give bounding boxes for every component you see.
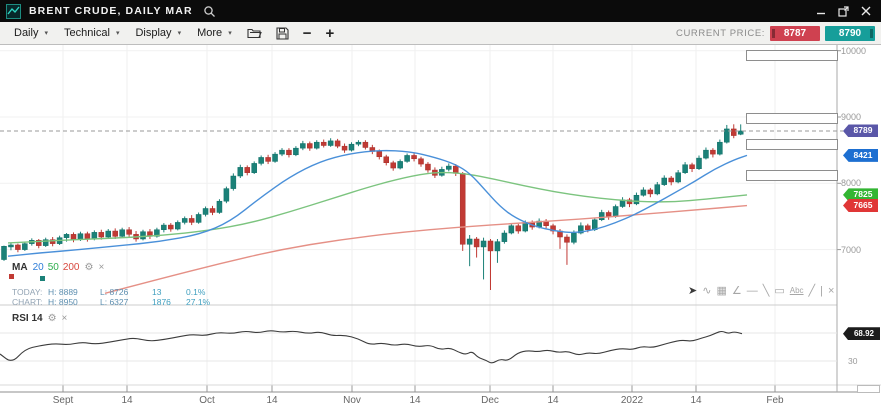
- text-tool-icon[interactable]: Abc: [789, 286, 804, 295]
- menu-daily[interactable]: Daily ▾: [14, 27, 49, 39]
- time-axis-label-14: 14: [266, 395, 278, 406]
- stats-change: 13: [152, 287, 162, 297]
- window-controls: [816, 5, 875, 17]
- chart-canvas: [0, 45, 881, 393]
- time-axis-label-feb: Feb: [766, 395, 784, 406]
- stats-label: TODAY:: [12, 287, 43, 297]
- price-badge-7825: 7825: [843, 188, 878, 202]
- time-axis-label-sept: Sept: [52, 395, 74, 406]
- ma-legend-title: MA: [12, 262, 28, 273]
- price-badge-7665: 7665: [843, 199, 878, 212]
- price-axis-label-9000: 9000: [841, 112, 862, 122]
- pointer-tool-icon[interactable]: ➤: [688, 285, 698, 297]
- rsi-value-badge: 68.92: [843, 327, 880, 341]
- empty-annotation-box-1: [746, 50, 838, 61]
- rsi-remove-icon[interactable]: ×: [61, 313, 68, 324]
- time-axis-label-2022: 2022: [620, 395, 644, 406]
- stats-change-pct: 0.1%: [186, 287, 206, 297]
- titlebar: BRENT CRUDE, DAILY MAR: [0, 0, 881, 22]
- time-axis-label-14: 14: [409, 395, 421, 406]
- axis-corner-box: [857, 385, 880, 393]
- popout-button[interactable]: [838, 5, 849, 17]
- ma-period-200: 200: [62, 262, 80, 273]
- menu-display[interactable]: Display ▾: [135, 27, 182, 39]
- time-axis-label-14: 14: [547, 395, 559, 406]
- ask-price-badge[interactable]: 8790: [825, 25, 875, 41]
- time-axis-label-14: 14: [121, 395, 133, 406]
- price-axis-label-8000: 8000: [841, 178, 862, 189]
- diagonal-line-tool-icon[interactable]: ╱: [808, 285, 816, 297]
- empty-annotation-box-4: [746, 170, 838, 181]
- price-axis-label-10000: 10000: [841, 45, 867, 56]
- save-icon[interactable]: [276, 26, 289, 40]
- grid-tool-icon[interactable]: ▦: [716, 285, 727, 297]
- drawing-toolbar: ➤ ∿ ▦ ∠ — ╲ ▭ Abc ╱ | ×: [688, 284, 834, 298]
- ma-indicator-legend: MA 20 50 200 ⚙ ×: [12, 262, 104, 273]
- window-title: BRENT CRUDE, DAILY MAR: [29, 5, 193, 17]
- zoom-out-button[interactable]: −: [302, 24, 312, 42]
- ma-settings-gear-icon[interactable]: ⚙: [84, 262, 94, 273]
- minimize-button[interactable]: [816, 6, 826, 16]
- current-price-label: CURRENT PRICE:: [676, 27, 765, 39]
- rsi-axis-label-30: 30: [848, 356, 858, 366]
- chevron-down-icon: ▾: [228, 30, 232, 37]
- chevron-down-icon: ▾: [177, 30, 182, 37]
- rectangle-tool-icon[interactable]: ▭: [774, 285, 785, 297]
- close-tool-icon[interactable]: ×: [828, 285, 835, 297]
- price-badge-8421: 8421: [843, 148, 878, 162]
- stats-row-today: TODAY: H: 8889 L: 8726 13 0.1%: [12, 287, 205, 297]
- chart-area[interactable]: 10000 9000 8000 7000 Sept 14 Oct 14 Nov 14 Dec 14 2…: [0, 45, 881, 412]
- segment-tool-icon[interactable]: ╲: [762, 285, 770, 297]
- candle-color-swatch-1: [9, 274, 14, 279]
- ma-period-20: 20: [32, 262, 44, 273]
- stats-change-pct: 27.1%: [186, 297, 211, 307]
- time-axis-label-14: 14: [690, 395, 702, 406]
- candle-color-swatch-2: [40, 276, 45, 281]
- chevron-down-icon: ▾: [44, 30, 49, 37]
- horizontal-line-tool-icon[interactable]: —: [746, 285, 758, 297]
- stats-high: H: 8950: [48, 297, 78, 307]
- stats-low: L: 6327: [100, 297, 129, 307]
- chart-toolbar: Daily ▾ Technical ▾ Display ▾ More ▾ − + CU…: [0, 22, 881, 45]
- stats-row-chart: CHART: H: 8950 L: 6327 1876 27.1%: [12, 297, 210, 307]
- rsi-indicator-legend: RSI 14 ⚙ ×: [12, 313, 67, 324]
- open-folder-icon[interactable]: [247, 27, 262, 39]
- time-axis-label-oct: Oct: [199, 395, 215, 406]
- menu-more[interactable]: More ▾: [197, 27, 232, 39]
- empty-annotation-box-3: [746, 139, 838, 150]
- stats-change: 1876: [152, 297, 171, 307]
- ma-period-50: 50: [47, 262, 59, 273]
- price-axis-label-7000: 7000: [841, 244, 862, 255]
- stats-label: CHART:: [12, 297, 43, 307]
- chevron-down-icon: ▾: [115, 30, 120, 37]
- ma-remove-icon[interactable]: ×: [98, 262, 105, 273]
- time-axis-label-dec: Dec: [481, 395, 499, 406]
- time-axis-label-nov: Nov: [343, 395, 361, 406]
- bid-price-badge[interactable]: 8787: [770, 25, 820, 41]
- app-logo-icon: [6, 3, 21, 19]
- trend-angle-tool-icon[interactable]: ∠: [731, 285, 742, 297]
- empty-annotation-box-2: [746, 113, 838, 124]
- rsi-settings-gear-icon[interactable]: ⚙: [47, 313, 57, 324]
- stats-low: L: 8726: [100, 287, 129, 297]
- menu-technical[interactable]: Technical ▾: [64, 27, 120, 39]
- search-icon[interactable]: [203, 5, 216, 18]
- stats-high: H: 8889: [48, 287, 78, 297]
- rsi-legend-title: RSI 14: [12, 313, 43, 324]
- price-badge-8789: 8789: [843, 124, 878, 138]
- separator: |: [820, 285, 824, 297]
- zoom-in-button[interactable]: +: [325, 24, 335, 42]
- close-button[interactable]: [861, 6, 871, 16]
- freehand-tool-icon[interactable]: ∿: [702, 285, 712, 297]
